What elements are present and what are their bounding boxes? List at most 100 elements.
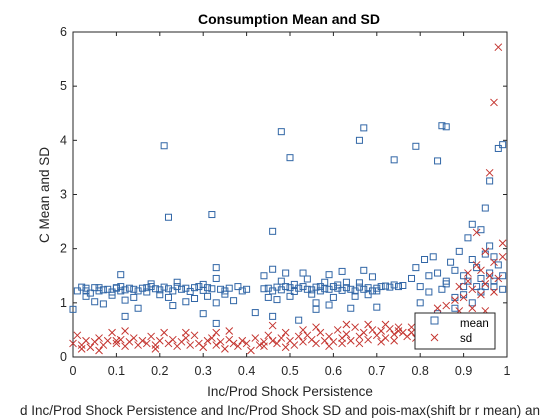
sd-point [485,168,494,177]
x-tick-label: 0.1 [108,364,125,378]
sd-point [472,261,481,269]
sd-point [108,328,116,337]
mean-point [342,284,350,292]
mean-point [499,272,507,280]
mean-point [451,266,459,274]
mean-point [325,301,333,309]
mean-point [151,285,159,293]
mean-point [169,287,177,295]
sd-point [229,339,238,348]
mean-point [486,242,494,250]
mean-point [82,284,90,292]
sd-point [498,252,507,261]
sd-point [73,331,82,340]
mean-point [182,298,190,306]
sd-point [481,280,490,288]
mean-point [473,283,481,291]
mean-point [329,283,337,291]
sd-point [190,331,199,340]
mean-point [416,299,424,307]
mean-point [286,292,294,300]
sd-point [203,336,212,345]
mean-point [494,261,502,269]
mean-point [217,285,225,293]
sd-point [281,328,290,337]
sd-point [346,336,355,345]
mean-point [360,124,368,132]
mean-point [69,305,77,313]
legend-mean-marker [430,316,439,325]
mean-point [156,291,164,299]
sd-point [299,337,307,346]
sd-point [490,98,498,107]
mean-point [447,258,455,266]
sd-point [247,346,255,355]
mean-point [390,281,398,289]
mean-point [199,280,207,288]
mean-point [164,293,172,301]
mean-point [429,253,437,261]
x-tick-label: 0.3 [195,364,212,378]
mean-point [355,279,363,287]
sd-point [468,285,477,294]
mean-point [434,157,442,165]
sd-point [208,334,216,342]
mean-point [169,302,177,310]
mean-point [442,123,450,131]
mean-point [160,283,168,291]
mean-point [121,312,129,320]
mean-point [490,283,498,291]
mean-point [381,282,389,290]
mean-point [186,287,194,295]
sd-point [112,336,121,345]
mean-point [395,283,402,291]
sd-point [451,296,459,304]
mean-point [364,291,372,299]
x-tick-label: 0.9 [455,364,472,378]
mean-point [251,309,259,317]
y-tick-label: 4 [60,133,67,147]
mean-point [125,284,133,292]
sd-point [390,336,399,345]
mean-point [269,265,277,273]
y-tick-label: 2 [60,242,67,256]
sd-point [155,336,164,345]
x-tick-label: 0.7 [368,364,385,378]
plot-area [72,31,508,358]
sd-point [103,336,112,345]
sd-point [294,332,303,341]
mean-point [329,293,337,301]
mean-point [121,286,129,294]
mean-point [412,264,420,272]
sd-point [168,335,177,344]
mean-point [299,269,307,277]
sd-point [86,343,95,352]
mean-point [355,283,363,291]
x-tick-label: 0.2 [151,364,168,378]
mean-point [368,273,376,281]
sd-point [264,331,273,340]
sd-point [381,320,390,329]
mean-point [117,287,125,295]
sd-point [498,239,507,248]
sd-point [255,341,264,349]
mean-point [82,292,90,300]
mean-point [412,142,420,150]
sd-point [290,341,299,349]
sd-point [147,332,155,341]
sd-point [69,339,77,348]
sd-point [268,336,277,345]
mean-point [494,144,502,152]
mean-point [408,274,416,282]
data-marks [69,43,507,355]
x-tick-label: 0 [70,364,77,378]
sd-point [490,258,498,267]
mean-point [286,154,294,162]
sd-point [312,323,320,332]
mean-point [338,267,346,275]
mean-point [277,128,285,136]
mean-point [295,316,303,324]
sd-point [277,334,286,342]
x-tick-label: 0.5 [281,364,298,378]
